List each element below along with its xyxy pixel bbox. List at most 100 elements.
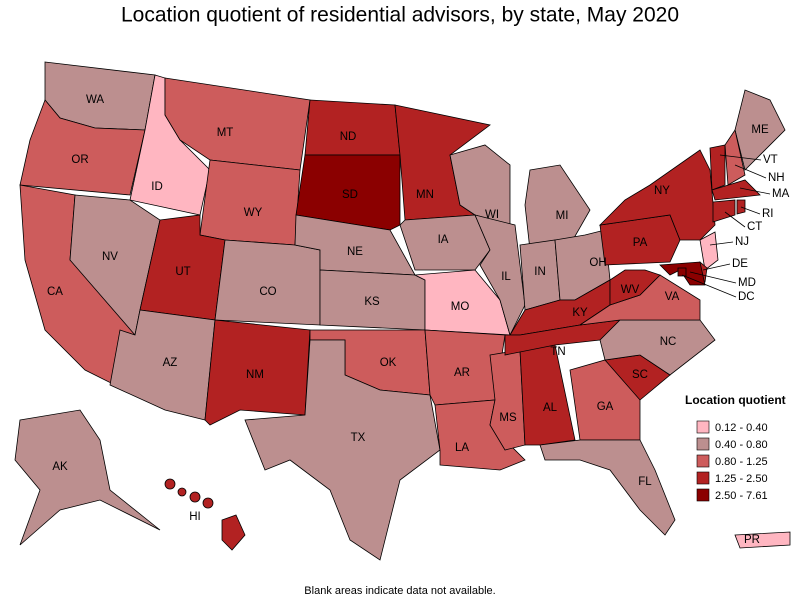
state-label: SC bbox=[632, 369, 648, 381]
state bbox=[295, 154, 401, 231]
state-label: NC bbox=[660, 336, 677, 348]
state-label: AK bbox=[52, 461, 68, 473]
state-label: NV bbox=[102, 251, 118, 263]
legend-swatch bbox=[696, 437, 710, 451]
state bbox=[214, 239, 321, 326]
state bbox=[699, 231, 719, 271]
state bbox=[221, 514, 246, 551]
state-label: NH bbox=[768, 172, 785, 184]
state-label: MA bbox=[772, 188, 790, 200]
state bbox=[304, 99, 401, 156]
state bbox=[734, 89, 786, 171]
state-label: NE bbox=[347, 246, 363, 258]
state bbox=[539, 439, 676, 536]
legend-label: 1.25 - 2.50 bbox=[715, 473, 768, 485]
state-label: ID bbox=[151, 181, 163, 193]
state-label: UT bbox=[175, 266, 190, 278]
state-label: GA bbox=[597, 401, 614, 413]
island bbox=[202, 497, 214, 509]
state bbox=[199, 159, 301, 246]
state bbox=[474, 214, 526, 337]
state-label: VT bbox=[763, 154, 778, 166]
state-label: WY bbox=[244, 207, 263, 219]
state bbox=[709, 144, 726, 191]
state-label: WA bbox=[86, 94, 104, 106]
state-label: AR bbox=[454, 367, 470, 379]
state-label: FL bbox=[638, 476, 652, 488]
state-label: MS bbox=[499, 412, 517, 424]
legend-swatch bbox=[696, 488, 710, 502]
state-label: CT bbox=[747, 221, 762, 233]
state-label: TX bbox=[351, 432, 366, 444]
state-label: MI bbox=[556, 210, 569, 222]
leader-line bbox=[739, 187, 771, 195]
state-label: NM bbox=[246, 369, 264, 381]
leader-line bbox=[734, 164, 767, 179]
state-label: CO bbox=[259, 286, 276, 298]
leader-line bbox=[702, 263, 731, 271]
legend: 0.12 - 0.40 0.40 - 0.80 0.80 - 1.25 1.25 - … bbox=[696, 420, 768, 502]
state-label: SD bbox=[342, 189, 358, 201]
footnote: Blank areas indicate data not available. bbox=[304, 585, 495, 597]
state bbox=[609, 269, 661, 306]
leader-line bbox=[709, 241, 734, 246]
legend-label: 0.80 - 1.25 bbox=[715, 456, 768, 468]
state bbox=[711, 179, 761, 201]
leader-line bbox=[724, 211, 746, 228]
legend-label: 2.50 - 7.61 bbox=[715, 490, 768, 502]
state-label: IL bbox=[501, 271, 511, 283]
state bbox=[598, 149, 716, 241]
state bbox=[712, 199, 736, 223]
leader-line bbox=[681, 274, 737, 298]
island bbox=[189, 491, 201, 503]
state-label: TN bbox=[550, 346, 565, 358]
state-label: VA bbox=[665, 291, 680, 303]
state-label: OK bbox=[380, 357, 397, 369]
state-label: AZ bbox=[163, 357, 178, 369]
state-label: IA bbox=[438, 234, 449, 246]
state bbox=[519, 344, 576, 446]
state bbox=[734, 531, 791, 549]
legend-swatch bbox=[696, 420, 710, 434]
state-label: IN bbox=[534, 266, 546, 278]
state-label: DE bbox=[732, 258, 748, 270]
island bbox=[177, 487, 187, 497]
state-label: KS bbox=[364, 296, 380, 308]
state bbox=[244, 339, 441, 561]
state-label: MT bbox=[217, 127, 234, 139]
state-label: NJ bbox=[735, 236, 749, 248]
state-label: MD bbox=[738, 277, 756, 289]
leader-line bbox=[719, 154, 762, 161]
state-label: OH bbox=[589, 257, 606, 269]
state bbox=[677, 267, 687, 277]
legend-label: 0.40 - 0.80 bbox=[715, 439, 768, 451]
state bbox=[724, 128, 746, 186]
legend-label: 0.12 - 0.40 bbox=[715, 422, 768, 434]
state-label: RI bbox=[762, 208, 774, 220]
state-label: HI bbox=[189, 511, 201, 523]
state-label: CA bbox=[47, 286, 63, 298]
state-label: PA bbox=[633, 237, 648, 249]
state bbox=[14, 409, 161, 546]
state bbox=[19, 99, 146, 196]
state-label: MO bbox=[451, 301, 470, 313]
state-label: NY bbox=[654, 185, 670, 197]
legend-swatch bbox=[696, 454, 710, 468]
leader-line bbox=[740, 206, 761, 215]
state-label: ME bbox=[751, 124, 769, 136]
map-title: Location quotient of residential advisor… bbox=[121, 4, 679, 27]
state-label: PR bbox=[744, 534, 760, 546]
state-label: LA bbox=[455, 442, 469, 454]
legend-title: Location quotient bbox=[685, 393, 786, 407]
state-label: WV bbox=[621, 284, 640, 296]
state-label: KY bbox=[572, 307, 588, 319]
state-label: WI bbox=[485, 209, 499, 221]
state-label: MN bbox=[416, 189, 434, 201]
state-label: OR bbox=[71, 154, 88, 166]
state-label: AL bbox=[543, 402, 558, 414]
legend-swatch bbox=[696, 471, 710, 485]
island bbox=[164, 478, 176, 490]
states: WA OR CA ID NV MT WY UT AZ CO NM ND SD NE KS OK TX MN IA MO… bbox=[14, 61, 791, 561]
state-label: DC bbox=[738, 291, 755, 303]
